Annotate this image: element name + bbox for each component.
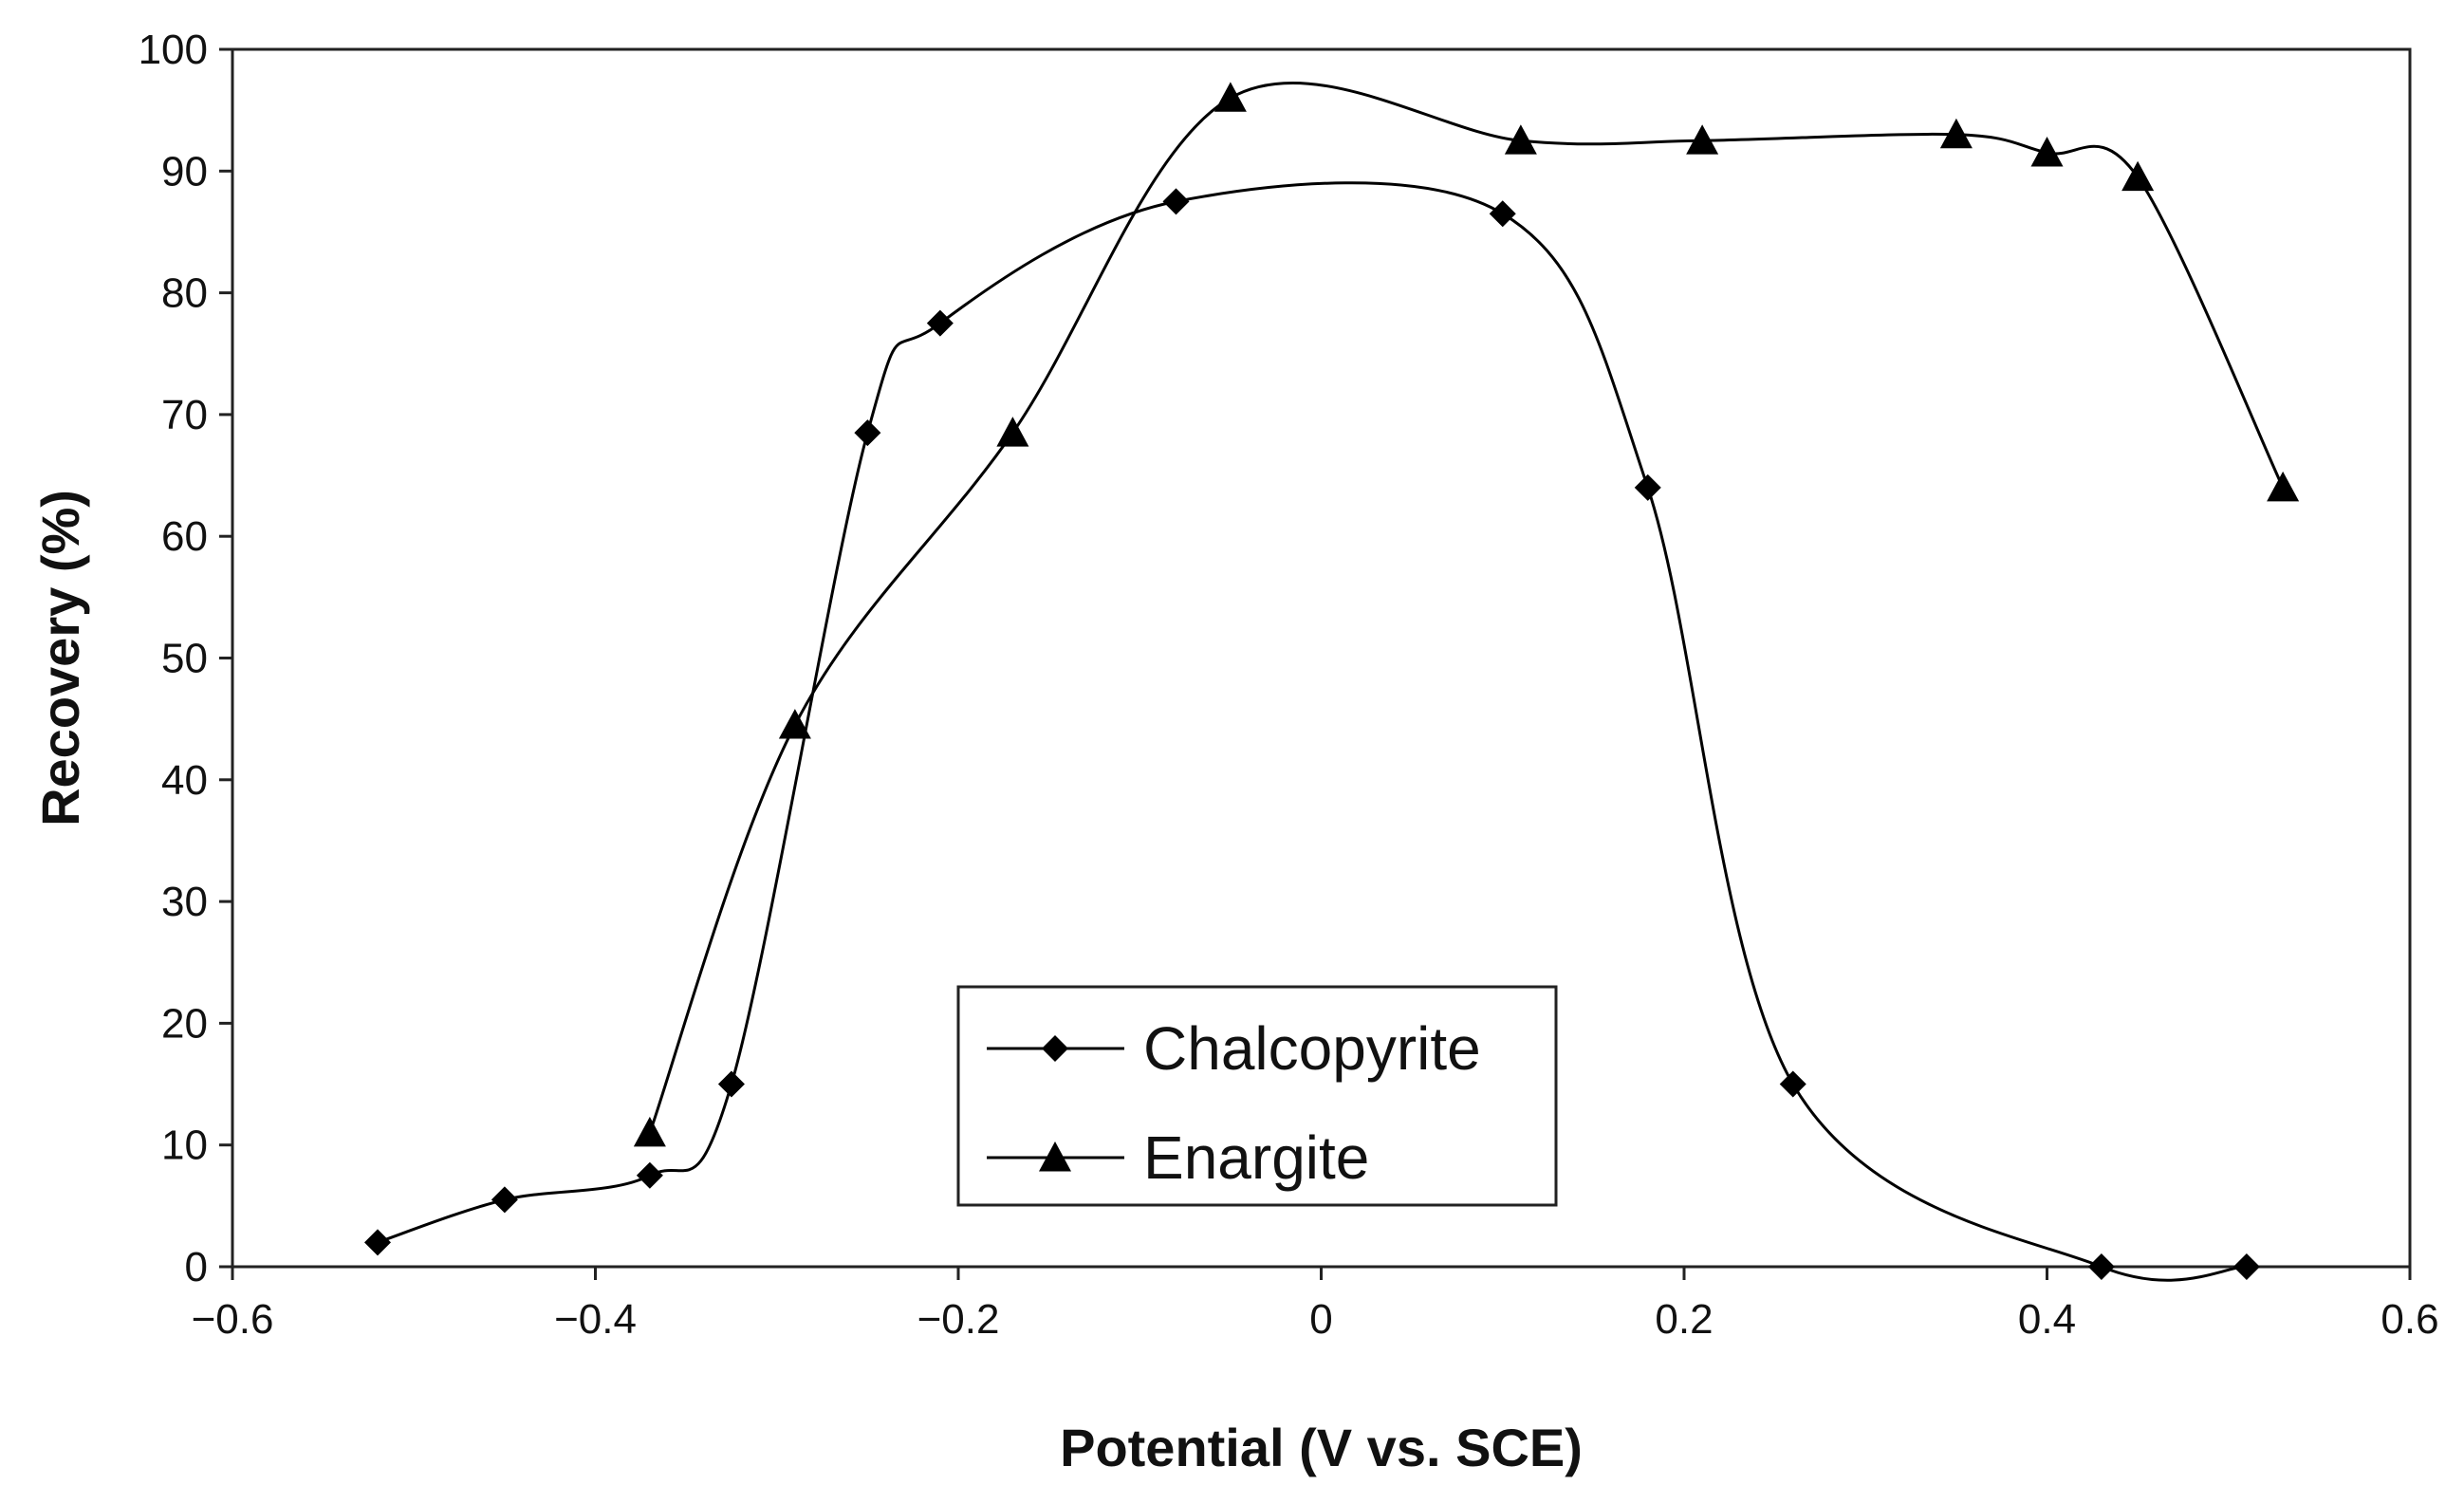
chalcopyrite-point [1489,200,1516,228]
series-line [648,81,2285,1134]
chalcopyrite-point [491,1186,518,1214]
chalcopyrite-point [1779,1070,1806,1098]
y-tick-label: 0 [185,1244,208,1290]
legend-marker [1039,1141,1071,1172]
x-tick-label: 0.2 [1655,1296,1713,1343]
y-tick-label: 80 [161,270,208,317]
chalcopyrite-point [2232,1253,2260,1280]
chalcopyrite-point [926,309,954,337]
enargite-point [2121,160,2155,192]
chalcopyrite-point [636,1161,663,1189]
enargite-point [2267,471,2300,502]
y-tick-label: 70 [161,392,208,438]
series-layer [364,81,2300,1282]
legend-marker [1042,1035,1068,1062]
legend: Chalcopyrite Enargite [956,985,1558,1207]
series-enargite [633,81,2300,1147]
x-tick-label: −0.6 [192,1296,274,1343]
y-tick-label: 30 [161,879,208,925]
legend-item-chalcopyrite: Chalcopyrite [987,1014,1481,1083]
series-chalcopyrite [364,181,2260,1282]
chalcopyrite-point [717,1070,745,1098]
y-tick-label: 90 [161,148,208,195]
y-tick-label: 100 [139,27,208,73]
y-tick-label: 40 [161,757,208,804]
axes: 0 10 20 30 40 50 60 70 80 90 100 −0.6 −0.4 −0.2 0 0.2 0.… [139,27,2439,1343]
chalcopyrite-point [1162,188,1190,215]
x-tick-label: 0 [1309,1296,1332,1343]
y-tick-label: 10 [161,1123,208,1169]
x-tick-label: −0.4 [554,1296,637,1343]
x-axis-title: Potential (V vs. SCE) [1060,1418,1583,1477]
enargite-point [1939,118,1973,149]
legend-item-enargite: Enargite [987,1123,1369,1192]
enargite-point [1686,124,1719,155]
chalcopyrite-point [2087,1253,2115,1280]
enargite-point [778,709,811,739]
x-tick-label: 0.4 [2018,1296,2076,1343]
enargite-point [996,417,1029,447]
chalcopyrite-point [854,419,881,447]
x-tick-label: 0.6 [2381,1296,2438,1343]
enargite-point [1504,124,1537,155]
enargite-point [1213,82,1247,112]
legend-label: Chalcopyrite [1143,1014,1481,1083]
enargite-point [2030,137,2064,167]
y-axis-title: Recovery (%) [30,490,90,826]
chalcopyrite-point [364,1229,391,1256]
legend-label: Enargite [1143,1123,1369,1192]
y-tick-label: 50 [161,636,208,682]
chalcopyrite-point [1634,473,1661,501]
x-tick-label: −0.2 [917,1296,1000,1343]
enargite-point [633,1116,666,1147]
y-tick-label: 60 [161,513,208,560]
y-tick-label: 20 [161,1000,208,1047]
